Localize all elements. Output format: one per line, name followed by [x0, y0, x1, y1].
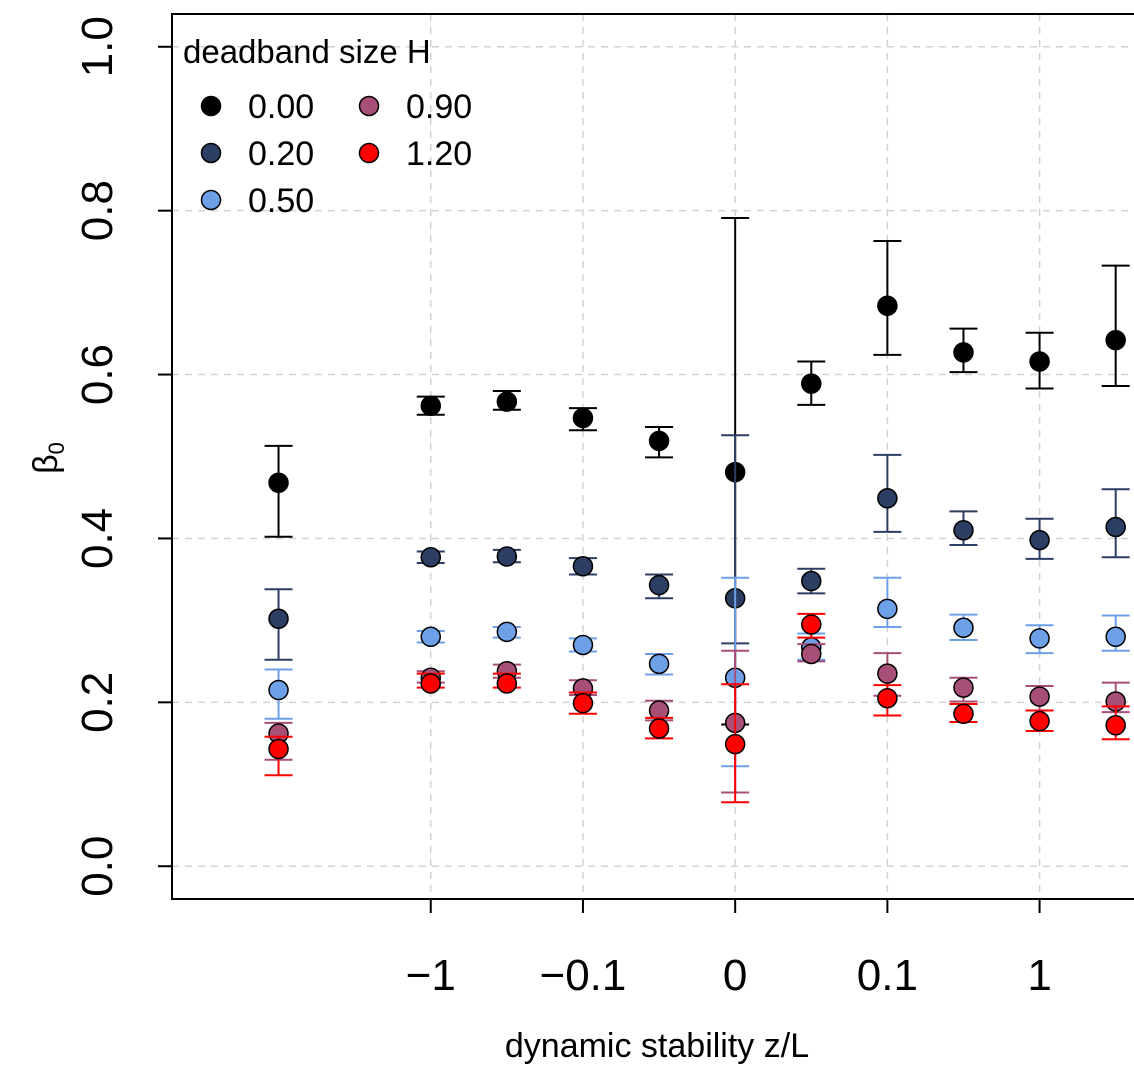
- data-point-1.20-6: [801, 614, 822, 635]
- y-tick-label-1: 0.2: [73, 672, 122, 733]
- data-point-0.50-4: [648, 653, 670, 675]
- data-point-1.20-3: [572, 692, 594, 714]
- data-point-0.50-1: [420, 626, 442, 648]
- y-tick-label-4: 0.8: [73, 180, 122, 241]
- grid-layer: [172, 14, 1134, 899]
- data-point-1.20-9: [1029, 710, 1050, 732]
- legend-label-0.50: 0.50: [248, 182, 314, 220]
- y-tick-label-0: 0.0: [73, 836, 122, 897]
- y-tick-label-5: 1.0: [73, 16, 122, 77]
- data-point-0.00-6: [801, 373, 822, 394]
- data-point-1.20-2: [496, 673, 518, 694]
- data-point-0.20-9: [1029, 529, 1050, 551]
- data-point-0.50-0: [268, 679, 289, 701]
- data-point-0.00-8: [953, 342, 974, 363]
- data-point-0.00-10: [1105, 329, 1126, 351]
- data-point-0.20-7: [877, 488, 898, 509]
- legend-layer: deadband size H 0.00 0.20 0.50 0.90 1.20: [183, 33, 472, 220]
- data-point-0.20-1: [420, 547, 442, 568]
- data-point-0.50-2: [496, 621, 518, 643]
- legend-label-0.20: 0.20: [248, 135, 314, 173]
- legend-marker-0.20: [200, 142, 222, 164]
- data-point-0.20-6: [801, 570, 822, 592]
- x-tick-label-4: 1: [1027, 951, 1051, 1000]
- legend-marker-0.50: [200, 189, 222, 211]
- y-axis-label-subscript: 0: [44, 442, 69, 454]
- x-tick-label-0: −1: [406, 951, 456, 1000]
- data-point-1.20-7: [877, 687, 898, 709]
- data-point-0.00-4: [648, 430, 670, 452]
- data-point-0.20-4: [648, 574, 670, 596]
- data-point-1.20-4: [648, 718, 670, 739]
- data-point-0.00-9: [1029, 351, 1050, 372]
- legend-title: deadband size H: [183, 33, 431, 70]
- plot-frame: [171, 13, 1134, 900]
- data-point-0.20-8: [953, 520, 974, 541]
- y-axis-label-group: β0: [27, 442, 69, 474]
- data-point-1.20-5: [724, 733, 746, 755]
- series-0.90: [264, 643, 1130, 794]
- data-point-0.50-10: [1105, 626, 1126, 648]
- data-point-0.00-7: [877, 295, 898, 316]
- y-tick-label-2: 0.4: [73, 508, 122, 569]
- series-0.00: [264, 217, 1130, 726]
- x-tick-label-1: −0.1: [540, 951, 627, 1000]
- legend-marker-0.90: [358, 95, 380, 117]
- data-point-0.90-6: [801, 643, 822, 665]
- data-point-0.90-9: [1029, 686, 1050, 707]
- data-point-0.00-1: [420, 395, 442, 416]
- data-point-1.20-0: [268, 738, 289, 760]
- series-0.20: [264, 434, 1130, 661]
- data-point-0.00-0: [268, 472, 289, 493]
- data-point-0.00-3: [572, 407, 594, 429]
- data-point-0.20-0: [268, 608, 289, 629]
- axes-layer: 0.0 0.2 0.4 0.6 0.8 1.0 −1 −0.1 0 0.1 1: [73, 16, 1052, 1000]
- legend-label-0.90: 0.90: [406, 88, 472, 126]
- y-axis-label: β0: [27, 442, 69, 474]
- data-point-0.90-7: [877, 663, 898, 684]
- data-point-0.20-10: [1105, 516, 1126, 538]
- data-point-0.50-8: [953, 617, 974, 639]
- data-point-0.50-7: [877, 598, 898, 620]
- y-tick-label-3: 0.6: [73, 344, 122, 405]
- data-point-0.20-3: [572, 556, 594, 577]
- data-point-0.90-8: [953, 677, 974, 698]
- data-point-0.20-2: [496, 546, 518, 567]
- legend-marker-1.20: [358, 142, 380, 164]
- series-layer: [264, 217, 1130, 804]
- legend-label-1.20: 1.20: [406, 135, 472, 173]
- x-tick-label-3: 0.1: [857, 951, 918, 1000]
- series-1.20: [264, 612, 1130, 804]
- legend-label-0.00: 0.00: [248, 88, 314, 126]
- legend-marker-0.00: [200, 95, 222, 117]
- y-axis-label-symbol: β: [27, 454, 65, 474]
- x-tick-label-2: 0: [723, 951, 747, 1000]
- x-axis-label: dynamic stability z/L: [505, 1027, 809, 1065]
- data-point-0.50-9: [1029, 628, 1050, 649]
- data-point-0.50-3: [572, 634, 594, 656]
- data-point-1.20-10: [1105, 715, 1126, 736]
- series-0.50: [264, 576, 1130, 768]
- data-point-0.00-2: [496, 391, 518, 412]
- data-point-1.20-1: [420, 673, 442, 694]
- data-point-1.20-8: [953, 703, 974, 725]
